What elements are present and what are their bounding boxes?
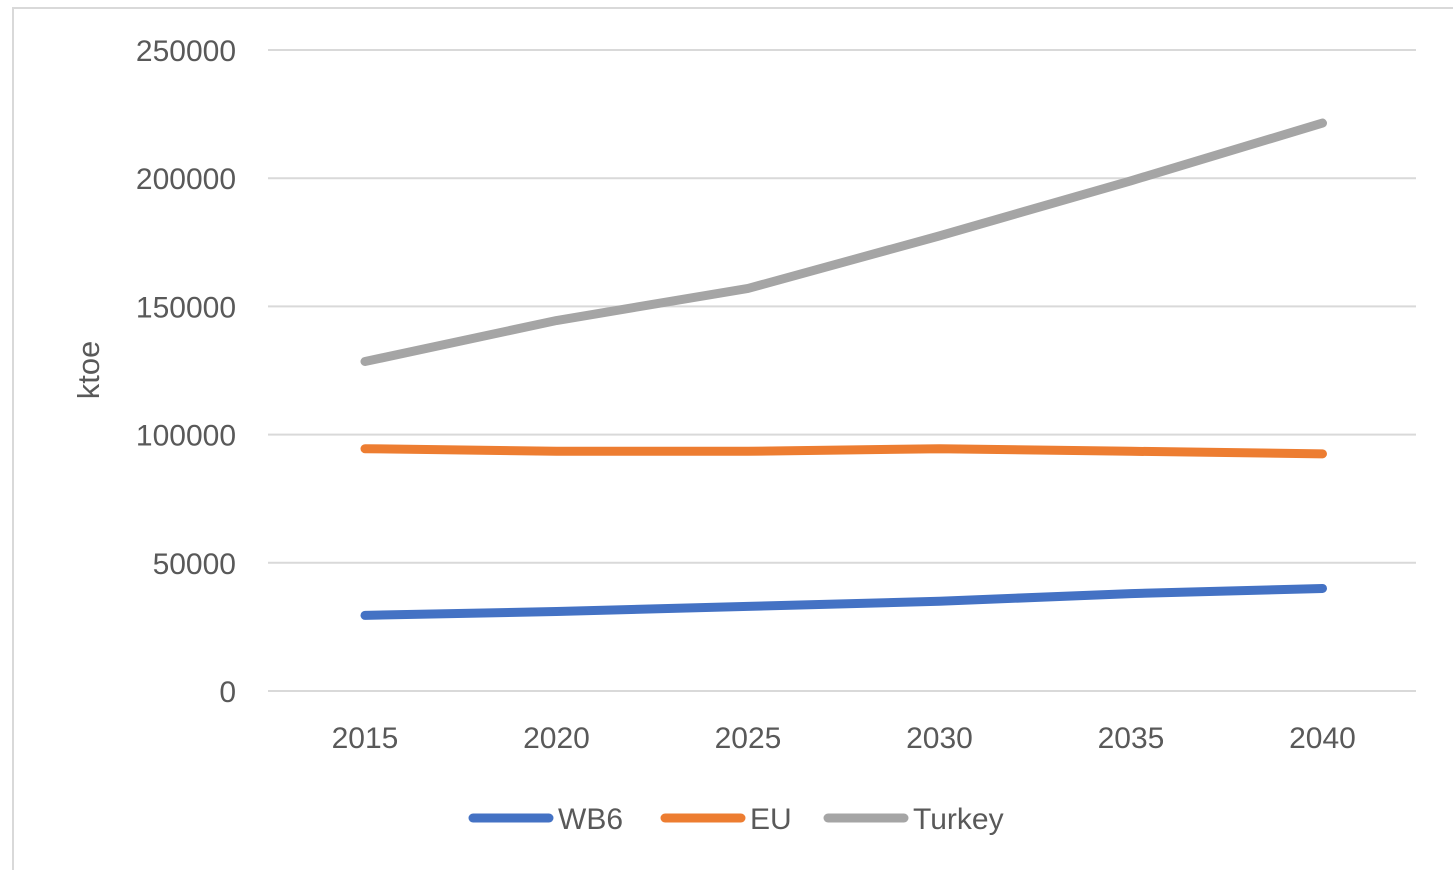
legend: WB6 EU Turkey — [468, 803, 1004, 836]
series-line-wb6 — [360, 583, 1327, 620]
y-tick-label: 250000 — [136, 35, 236, 68]
x-tick-label: 2030 — [906, 722, 973, 755]
x-tick-label: 2035 — [1098, 722, 1165, 755]
y-tick-label: 50000 — [153, 548, 236, 581]
series-line-eu — [360, 444, 1327, 459]
y-axis-title: ktoe — [71, 341, 106, 400]
chart-frame — [12, 7, 1453, 870]
series-line-turkey — [360, 118, 1327, 367]
y-tick-label: 150000 — [136, 291, 236, 324]
legend-label-turkey: Turkey — [913, 803, 1004, 836]
series-lines — [360, 118, 1327, 620]
y-tick-label: 200000 — [136, 163, 236, 196]
x-tick-label: 2015 — [332, 722, 399, 755]
y-tick-label: 100000 — [136, 420, 236, 453]
x-tick-label: 2040 — [1289, 722, 1356, 755]
legend-label-eu: EU — [750, 803, 792, 836]
legend-label-wb6: WB6 — [558, 803, 623, 836]
x-tick-label: 2020 — [523, 722, 590, 755]
y-axis-tick-labels: 0 50000 100000 150000 200000 250000 — [136, 35, 236, 709]
y-tick-label: 0 — [219, 676, 236, 709]
gridlines — [268, 49, 1416, 692]
x-axis-tick-labels: 2015 2020 2025 2030 2035 2040 — [332, 722, 1356, 755]
x-tick-label: 2025 — [715, 722, 782, 755]
